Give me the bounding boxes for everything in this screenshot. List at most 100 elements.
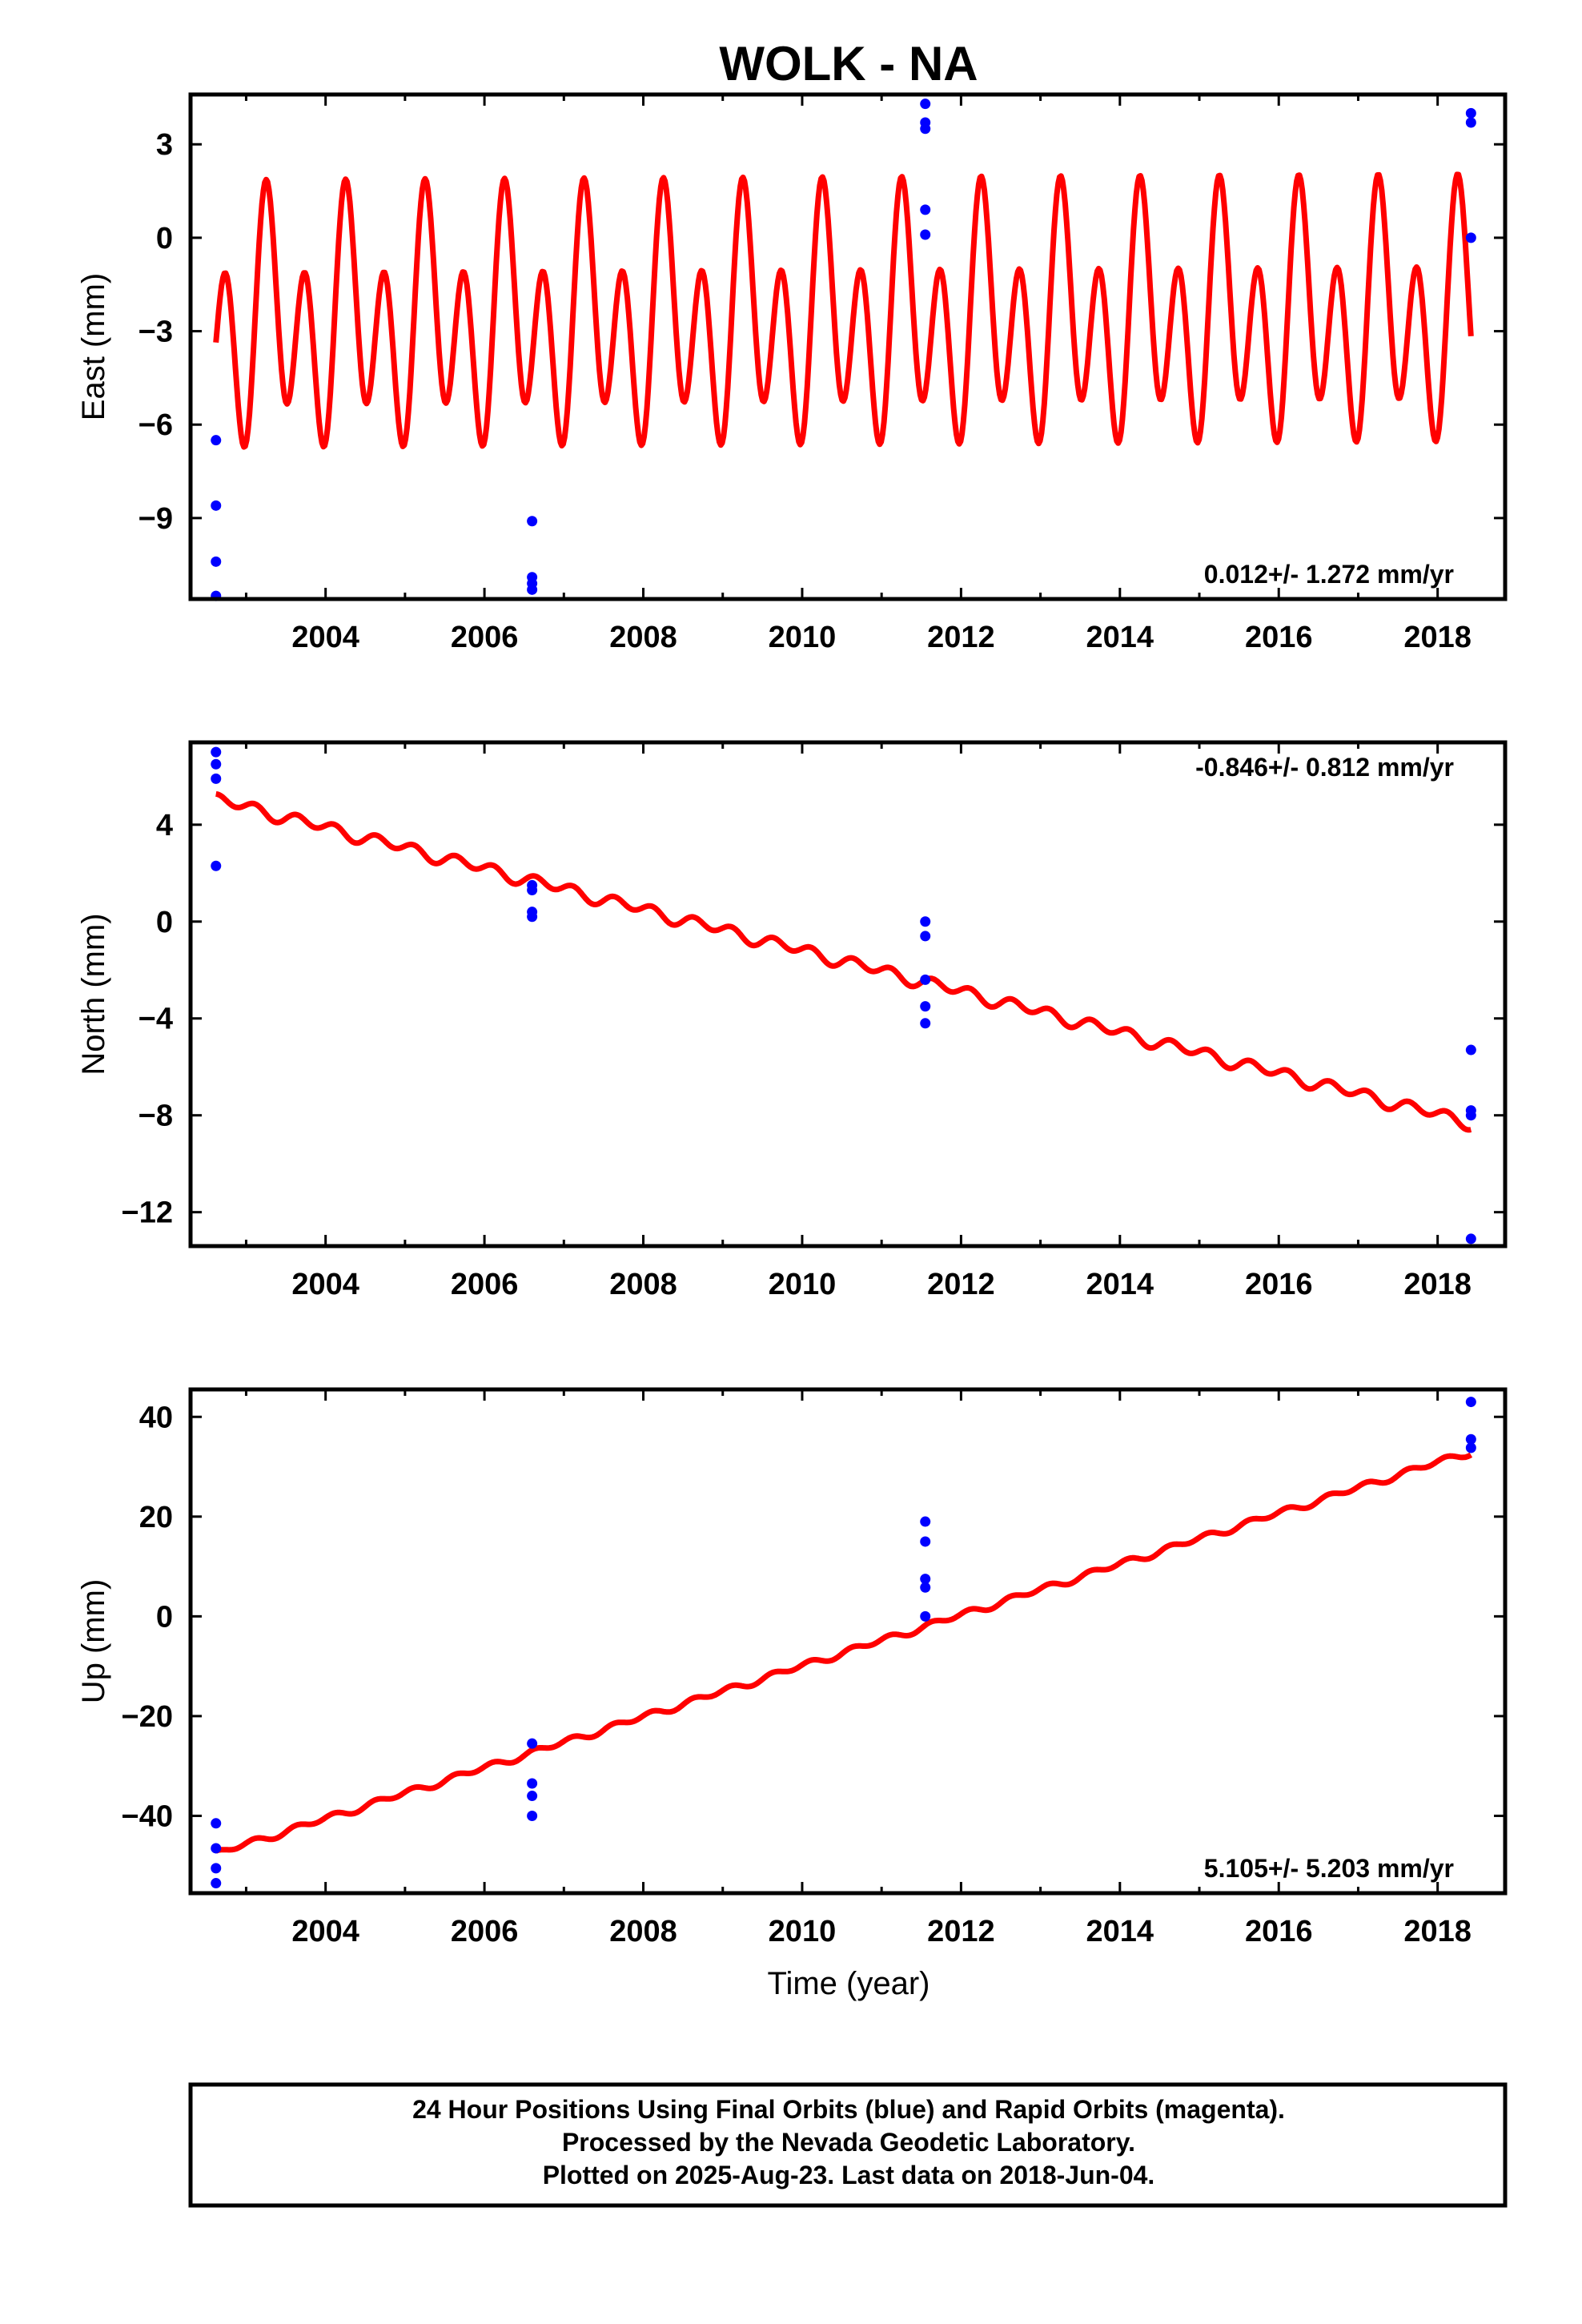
x-axis-label: Time (year) [768,1966,930,2001]
plot-frame-up [188,1387,1508,1896]
x-tick-label: 2006 [451,621,519,654]
x-tick-label: 2014 [1086,1268,1154,1301]
x-tick-label: 2010 [769,1268,837,1301]
x-tick-label: 2014 [1086,621,1154,654]
model-line-east [213,171,1474,450]
data-point [920,99,931,110]
x-tick-label: 2004 [291,1915,359,1948]
data-point [920,1574,931,1585]
data-point [211,1818,222,1829]
data-point [920,1018,931,1029]
x-tick-label: 2018 [1403,1915,1472,1948]
x-tick-label: 2012 [927,621,995,654]
data-point [920,916,931,927]
data-point [1465,1044,1476,1055]
data-point [527,1810,538,1821]
data-point [211,758,222,770]
y-tick-label: 40 [139,1401,173,1434]
data-point [527,1791,538,1802]
data-point [1465,232,1476,243]
data-point [527,1778,538,1789]
footer-line-2: Processed by the Nevada Geodetic Laborat… [562,2128,1135,2157]
x-tick-label: 2016 [1245,1915,1313,1948]
x-tick-label: 2008 [609,621,677,654]
data-point [211,1878,222,1889]
data-point [1465,1110,1476,1121]
x-tick-label: 2014 [1086,1915,1154,1948]
panels: 2004 2006 2008 2010 2012 2014 2016 201830−3−6−9… [76,92,1508,1948]
data-point [920,1536,931,1547]
data-point [1465,1397,1476,1408]
x-tick-label: 2018 [1403,1268,1472,1301]
data-point [920,1582,931,1593]
y-axis-label-east: East (mm) [76,273,111,420]
footer-line-3: Plotted on 2025-Aug-23. Last data on 201… [543,2161,1155,2189]
x-tick-label: 2010 [769,621,837,654]
x-tick-label: 2018 [1403,621,1472,654]
data-point [920,204,931,215]
x-tick-label: 2008 [609,1915,677,1948]
data-point [920,931,931,942]
data-point [211,860,222,871]
data-point [527,1738,538,1749]
rate-label-north: -0.846+/- 0.812 mm/yr [1195,753,1454,782]
y-axis-label-up: Up (mm) [76,1579,111,1704]
x-tick-label: 2006 [451,1268,519,1301]
rate-label-up: 5.105+/- 5.203 mm/yr [1204,1854,1454,1883]
data-point [920,1001,931,1012]
y-tick-label: −9 [139,502,173,536]
model-line-up [215,1452,1473,1854]
y-axis-label-north: North (mm) [76,913,111,1075]
data-point [920,123,931,135]
data-point [211,500,222,511]
data-point [211,1843,222,1854]
y-tick-label: 4 [156,809,173,842]
x-tick-label: 2016 [1245,621,1313,654]
y-tick-label: −6 [139,408,173,442]
data-point [1465,1433,1476,1445]
data-point [527,884,538,895]
x-tick-label: 2016 [1245,1268,1313,1301]
plot-frame-north [188,740,1508,1248]
x-tick-label: 2006 [451,1915,519,1948]
footer-box [188,2082,1508,2208]
panel-up: 2004 2006 2008 2010 2012 2014 2016 2018 40 20 0 −20… [76,1387,1508,1948]
data-point [920,974,931,985]
x-tick-label: 2010 [769,1915,837,1948]
data-point [1465,107,1476,119]
x-tick-label: 2004 [291,621,359,654]
data-point [1465,1442,1476,1454]
data-point [211,773,222,784]
rate-label-east: 0.012+/- 1.272 mm/yr [1204,560,1454,589]
x-tick-label: 2008 [609,1268,677,1301]
y-tick-label: −8 [139,1100,173,1133]
data-point [527,911,538,923]
data-point [1465,117,1476,128]
chart-title: WOLK - NA [719,37,978,90]
y-tick-label: −4 [139,1003,173,1036]
panel-north: 2004 2006 2008 2010 2012 2014 2016 2018 4 0 −4 −8 −1… [76,740,1508,1301]
plot-frame-east [188,92,1508,601]
x-tick-label: 2012 [927,1268,995,1301]
data-point [920,229,931,240]
y-tick-label: 0 [156,1600,173,1634]
footer-line-1: 24 Hour Positions Using Final Orbits (bl… [412,2095,1285,2124]
x-tick-label: 2012 [927,1915,995,1948]
data-point [527,584,538,595]
y-tick-label: −3 [139,316,173,349]
y-tick-label: 0 [156,906,173,939]
y-tick-label: 0 [156,222,173,255]
y-tick-label: −20 [122,1700,173,1734]
model-line-north [215,790,1473,1133]
data-point [211,746,222,758]
data-point [1465,1233,1476,1244]
x-tick-label: 2004 [291,1268,359,1301]
data-point [920,1610,931,1622]
data-point [211,556,222,567]
data-point [211,1863,222,1874]
data-point [920,1516,931,1527]
data-point [211,435,222,446]
panel-east: 2004 2006 2008 2010 2012 2014 2016 2018 3 0 −3 −6 −9… [76,92,1508,654]
y-tick-label: 20 [139,1501,173,1534]
